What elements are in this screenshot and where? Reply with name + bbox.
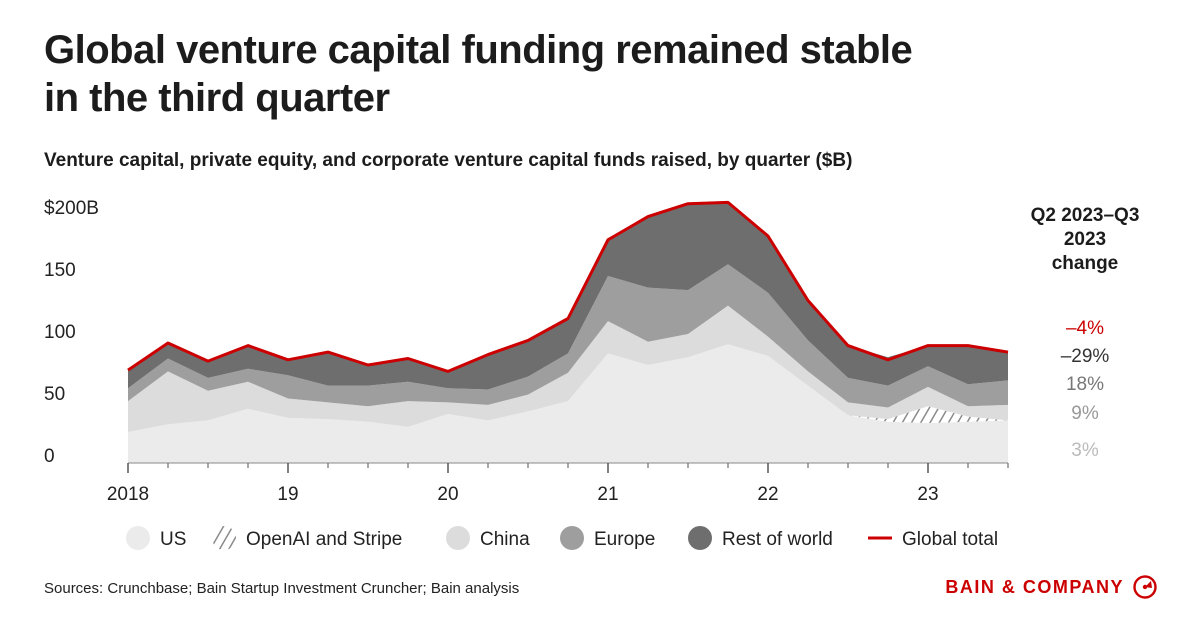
change-value: 18% <box>1065 374 1105 395</box>
x-tick-label: 19 <box>277 484 298 505</box>
legend-label-us: US <box>160 529 186 550</box>
y-axis: $200B 150 100 50 0 <box>44 198 99 467</box>
brand-mark-icon <box>1133 575 1157 599</box>
global-total-line <box>127 200 1009 373</box>
y-tick-label: 100 <box>44 322 76 343</box>
y-tick-label: $200B <box>44 198 99 219</box>
change-value: 3% <box>1071 440 1099 461</box>
x-tick-label: 20 <box>437 484 458 505</box>
y-tick-label: 50 <box>44 384 65 405</box>
area-rest-of-world <box>128 202 1008 390</box>
legend-swatch-europe <box>560 526 584 550</box>
source-note: Sources: Crunchbase; Bain Startup Invest… <box>44 580 520 597</box>
y-tick-label: 150 <box>44 260 76 281</box>
legend-swatch-rest-of-world <box>688 526 712 550</box>
legend-label-china: China <box>480 529 530 550</box>
area-us <box>128 344 1008 463</box>
y-tick-label: 0 <box>44 446 55 467</box>
x-tick-label: 2018 <box>107 484 149 505</box>
x-axis: 2018 19 20 21 22 23 <box>107 462 1009 505</box>
legend-label-europe: Europe <box>594 529 655 550</box>
x-tick-label: 23 <box>917 484 938 505</box>
x-tick-label: 22 <box>757 484 778 505</box>
stacked-areas <box>128 202 1008 463</box>
page-title: Global venture capital funding remained … <box>44 28 913 120</box>
change-value: –29% <box>1060 346 1110 367</box>
global-total-path <box>127 200 1009 373</box>
legend-swatch-openai-and-stripe <box>212 526 236 550</box>
legend-label-rest-of-world: Rest of world <box>722 529 833 550</box>
legend: US OpenAI and Stripe China Europe Rest of wo… <box>126 526 998 550</box>
chart-subtitle: Venture capital, private equity, and cor… <box>44 150 853 171</box>
brand-logo: BAIN & COMPANY <box>945 574 1158 600</box>
change-header: Q2 2023–Q3 2023 change <box>1030 205 1140 274</box>
legend-label-openai-and-stripe: OpenAI and Stripe <box>246 529 402 550</box>
legend-label-global-total: Global total <box>902 529 998 550</box>
legend-swatch-china <box>446 526 470 550</box>
change-value: –4% <box>1065 318 1105 339</box>
brand-name: BAIN & COMPANY <box>945 576 1124 597</box>
x-tick-label: 21 <box>597 484 618 505</box>
legend-swatch-us <box>126 526 150 550</box>
change-value: 9% <box>1071 403 1099 424</box>
